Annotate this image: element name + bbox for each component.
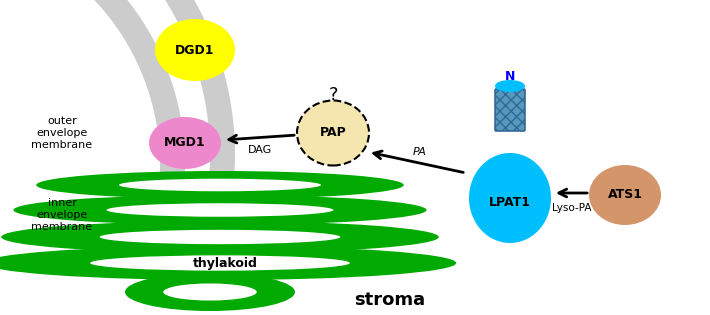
Text: LPAT1: LPAT1 [489, 197, 531, 209]
Ellipse shape [36, 171, 404, 199]
Ellipse shape [90, 255, 350, 271]
Text: PAP: PAP [320, 127, 346, 140]
Ellipse shape [163, 284, 257, 301]
Polygon shape [19, 0, 235, 237]
Text: thylakoid: thylakoid [192, 256, 258, 270]
FancyBboxPatch shape [495, 89, 525, 131]
Text: ?: ? [328, 86, 338, 104]
Text: outer
envelope
membrane: outer envelope membrane [31, 117, 92, 150]
Ellipse shape [469, 153, 551, 243]
Ellipse shape [149, 117, 221, 169]
Text: DGD1: DGD1 [175, 43, 214, 56]
Ellipse shape [13, 195, 427, 225]
Text: stroma: stroma [354, 291, 425, 309]
Text: ATS1: ATS1 [608, 188, 643, 202]
Ellipse shape [297, 100, 369, 165]
Ellipse shape [495, 80, 525, 92]
Text: Lyso-PA: Lyso-PA [552, 203, 591, 213]
Ellipse shape [0, 246, 457, 280]
Polygon shape [40, 0, 185, 188]
Ellipse shape [155, 19, 235, 81]
Ellipse shape [589, 165, 661, 225]
Ellipse shape [119, 179, 321, 191]
Text: PA: PA [413, 147, 427, 157]
Ellipse shape [125, 273, 295, 311]
Text: MGD1: MGD1 [164, 136, 206, 150]
Ellipse shape [99, 230, 340, 244]
Text: DAG: DAG [248, 145, 272, 155]
Text: N: N [505, 70, 515, 83]
Text: inner
envelope
membrane: inner envelope membrane [31, 198, 92, 232]
Ellipse shape [106, 203, 334, 217]
Ellipse shape [1, 221, 439, 253]
